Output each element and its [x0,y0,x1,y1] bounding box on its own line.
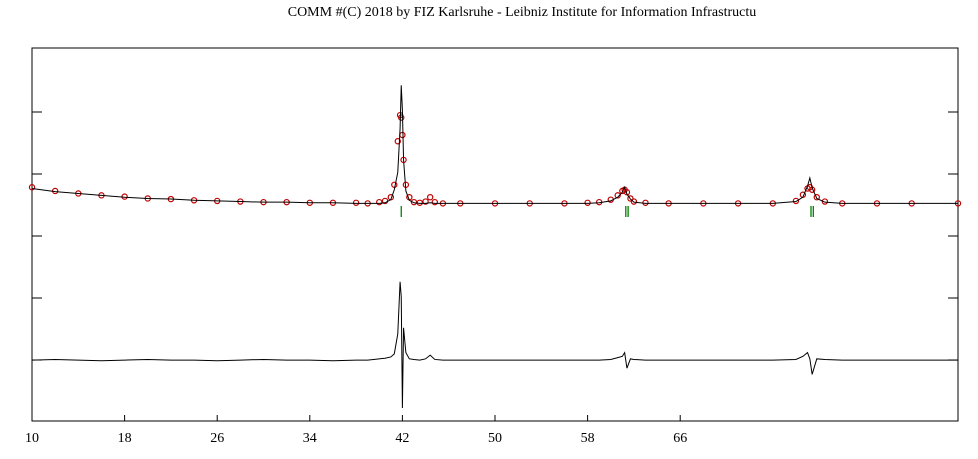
observed-point [813,193,820,201]
x-tick-label: 58 [581,431,595,446]
observed-point [352,199,360,206]
observed-point [630,198,638,205]
observed-point [821,198,829,205]
x-tick-label: 42 [395,431,409,446]
x-tick-label: 18 [118,431,132,446]
observed-point [394,138,401,145]
x-tick-label: 34 [303,431,317,446]
chart-title: COMM #(C) 2018 by FIZ Karlsruhe - Leibni… [288,5,757,20]
observed-point [627,195,634,202]
observed-point [28,184,36,191]
x-tick-label: 26 [210,431,224,446]
x-tick-label: 66 [673,431,687,446]
x-tick-label: 10 [25,431,39,446]
observed-point [422,198,429,205]
observed-point [614,192,621,199]
observed-point [426,193,434,201]
observed-point [399,131,406,139]
calculated-line [31,85,958,204]
observed-point [376,198,383,206]
observed-point [584,199,591,206]
observed-point [792,197,800,205]
observed-point [398,114,405,121]
difference-line [31,281,958,408]
observed-point [431,198,439,206]
plot-frame [31,47,959,422]
y-axis-ticks [32,111,958,361]
observed-point [410,198,418,206]
x-tick-label: 50 [488,431,502,446]
